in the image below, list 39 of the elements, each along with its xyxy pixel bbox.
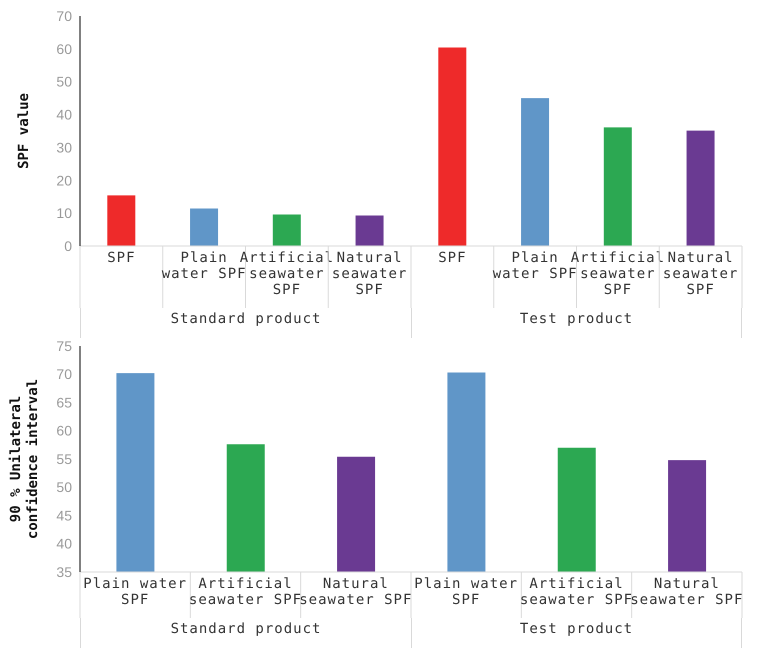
text: Test product [411,618,742,648]
y-tick-label: 0 [64,238,72,254]
bar [107,195,136,246]
y-tick-label: 55 [56,450,72,467]
text: Standard product [80,618,411,648]
bar [272,214,301,246]
y-axis-title: SPF value [16,93,32,169]
y-tick-label: 70 [56,366,72,382]
y-tick-label: 10 [56,205,72,222]
y-tick-label: 40 [56,106,72,123]
bar [356,215,384,246]
bar [190,208,218,246]
y-tick-label: 60 [56,422,72,439]
x-tick-label: Natural seawater SPF [662,250,738,298]
y-tick-label: 70 [56,8,72,24]
y-tick-label: 20 [56,172,72,188]
x-tick-label: SPF [438,250,467,266]
y-tick-label: 65 [56,394,72,410]
y-tick-label: 60 [56,40,72,57]
x-tick-label: SPF [107,250,136,266]
x-tick-label: Natural seawater SPF [299,576,412,608]
x-tick-label: Natural seawater SPF [332,250,408,298]
x-tick-label: Natural seawater SPF [630,576,744,608]
y-tick-label: 50 [56,74,72,90]
bar [438,48,466,246]
bar [521,98,550,246]
y-tick-label: 35 [56,564,72,580]
text: Standard product [80,308,411,338]
y-tick-label: 45 [56,507,72,524]
bar [686,130,715,246]
x-tick-label: Plain water SPF [414,576,518,608]
y-tick-label: 75 [56,338,72,354]
y-tick-label: 30 [56,139,72,156]
y-tick-label: 50 [56,479,72,496]
bar [604,127,632,246]
text: Test product [411,308,742,338]
y-axis-title: 90 % Unilateral confidence interval [8,378,41,540]
y-tick-label: 40 [56,536,72,552]
x-tick-label: Plain water SPF [83,576,188,608]
